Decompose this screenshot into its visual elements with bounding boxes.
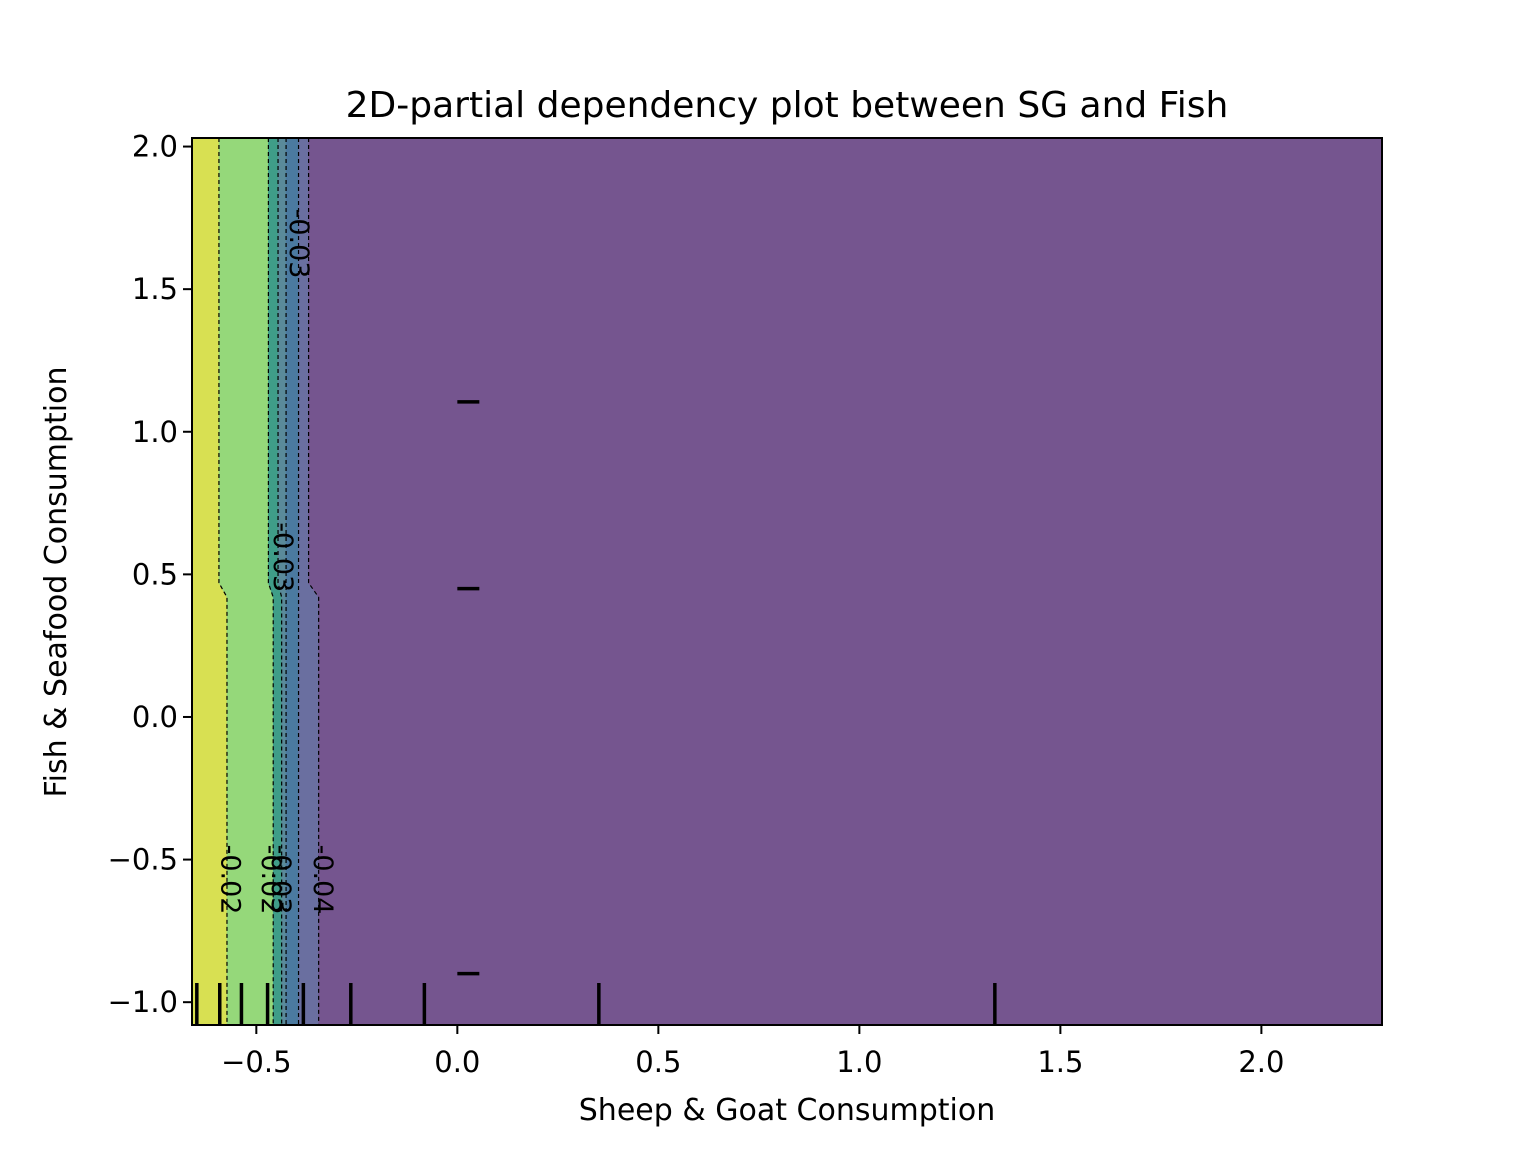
x-tick-label-5: 1.5: [1037, 1045, 1083, 1079]
rug-marks-group: [195, 400, 997, 1025]
y-tick-label-6: −0.5: [108, 843, 178, 877]
chart-title: 2D-partial dependency plot between SG an…: [346, 85, 1229, 126]
y-tick-label-4: 0.5: [132, 557, 178, 591]
contour-lines-group: [218, 138, 320, 1025]
y-axis-ticks: 2.0 1.5 1.0 0.5 0.0 −0.5 −1.0: [108, 130, 192, 1019]
contour-line-3: [277, 138, 283, 1025]
y-tick-label-3: 1.0: [132, 415, 178, 449]
x-axis-label: Sheep & Goat Consumption: [579, 1093, 995, 1128]
contour-line-2: [267, 138, 274, 1025]
contour-label-6: -0.04: [307, 845, 338, 915]
contour-label-2: -0.03: [267, 522, 298, 592]
y-tick-label-2: 1.5: [132, 272, 178, 306]
x-tick-label-3: 0.5: [635, 1045, 681, 1079]
x-tick-label-6: 2.0: [1238, 1045, 1284, 1079]
plot-frame: [191, 137, 1383, 1026]
y-axis-label: Fish & Seafood Consumption: [39, 367, 74, 798]
x-tick-label-1: −0.5: [221, 1045, 291, 1079]
contour-label-1: -0.03: [283, 209, 314, 279]
y-tick-label-1: 2.0: [132, 130, 178, 164]
contour-label-3: -0.02: [215, 845, 246, 915]
y-tick-label-5: 0.0: [132, 700, 178, 734]
x-axis-ticks: −0.5 0.0 0.5 1.0 1.5 2.0: [221, 1025, 1284, 1079]
x-tick-label-2: 0.0: [434, 1045, 480, 1079]
contour-line-1: [218, 138, 228, 1025]
contour-fill-group: [191, 137, 1383, 1026]
contour-label-5: -0.03: [265, 845, 296, 915]
x-tick-label-4: 1.0: [836, 1045, 882, 1079]
contour-label-4: -0.02: [255, 845, 286, 915]
contour-labels-group: -0.03-0.03-0.02 -0.02-0.03 -0.04: [215, 209, 338, 915]
contour-region-7: [308, 137, 1383, 1026]
y-tick-label-7: −1.0: [108, 985, 178, 1019]
